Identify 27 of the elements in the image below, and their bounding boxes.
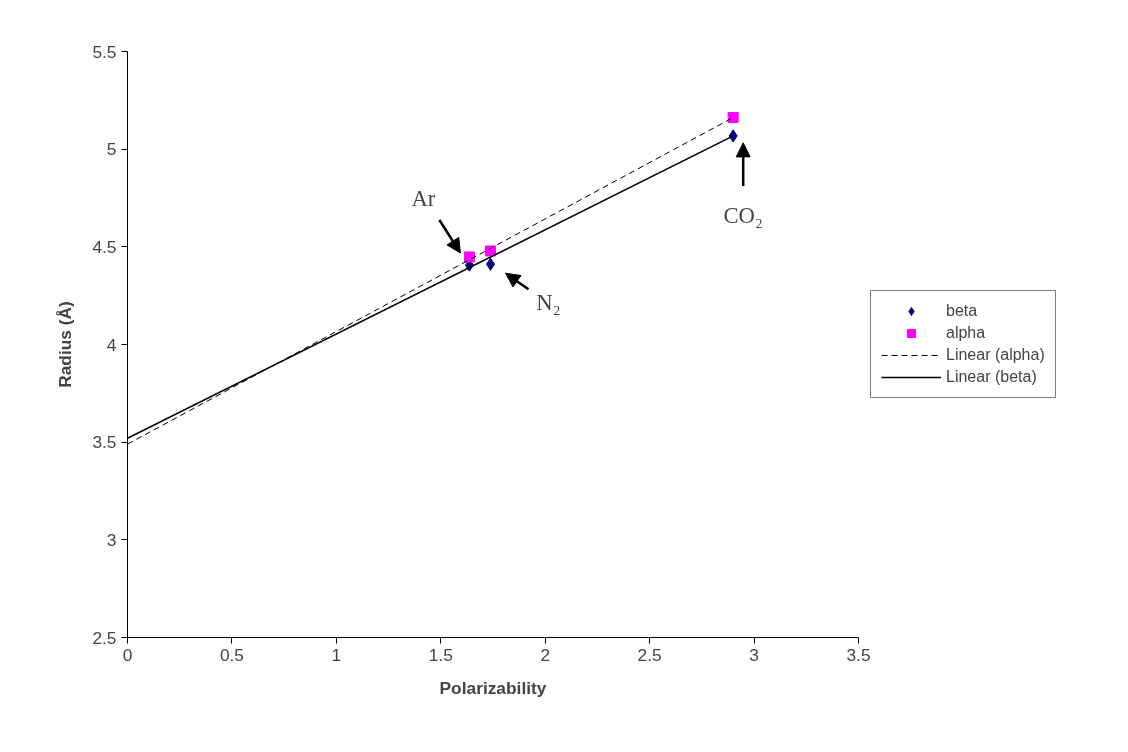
x-tick-label: 2.5 bbox=[637, 644, 662, 665]
x-tick-label: 1 bbox=[331, 644, 342, 665]
annotation: Ar bbox=[411, 186, 436, 212]
x-tick-label: 1.5 bbox=[428, 644, 453, 665]
x-tick-label: 3 bbox=[749, 644, 759, 665]
point bbox=[485, 257, 495, 271]
y-tick-label: 3.5 bbox=[92, 432, 117, 453]
annotation: N₂ bbox=[536, 289, 561, 315]
y-tick-label: 4.5 bbox=[92, 236, 117, 257]
legend-label: alpha bbox=[946, 324, 986, 342]
y-tick-label: 5 bbox=[106, 139, 117, 160]
y-tick-label: 5.5 bbox=[92, 41, 117, 62]
x-tick-label: 2 bbox=[540, 644, 551, 665]
legend-label: beta bbox=[946, 302, 978, 320]
y-tick-label: 3 bbox=[106, 529, 117, 550]
x-axis-title: Polarizability bbox=[439, 677, 547, 698]
x-tick-label: 0 bbox=[122, 644, 133, 665]
y-tick-label: 4 bbox=[106, 334, 117, 355]
annotation: CO₂ bbox=[723, 203, 763, 229]
y-tick-label: 2.5 bbox=[92, 627, 117, 648]
legend-label: Linear (alpha) bbox=[946, 346, 1045, 364]
x-tick-label: 3.5 bbox=[846, 644, 871, 665]
y-axis-title: Radius (Å) bbox=[55, 301, 76, 388]
point bbox=[727, 112, 739, 124]
point bbox=[463, 251, 475, 263]
x-tick-label: 0.5 bbox=[219, 644, 244, 665]
legend-label: Linear (beta) bbox=[946, 368, 1037, 386]
